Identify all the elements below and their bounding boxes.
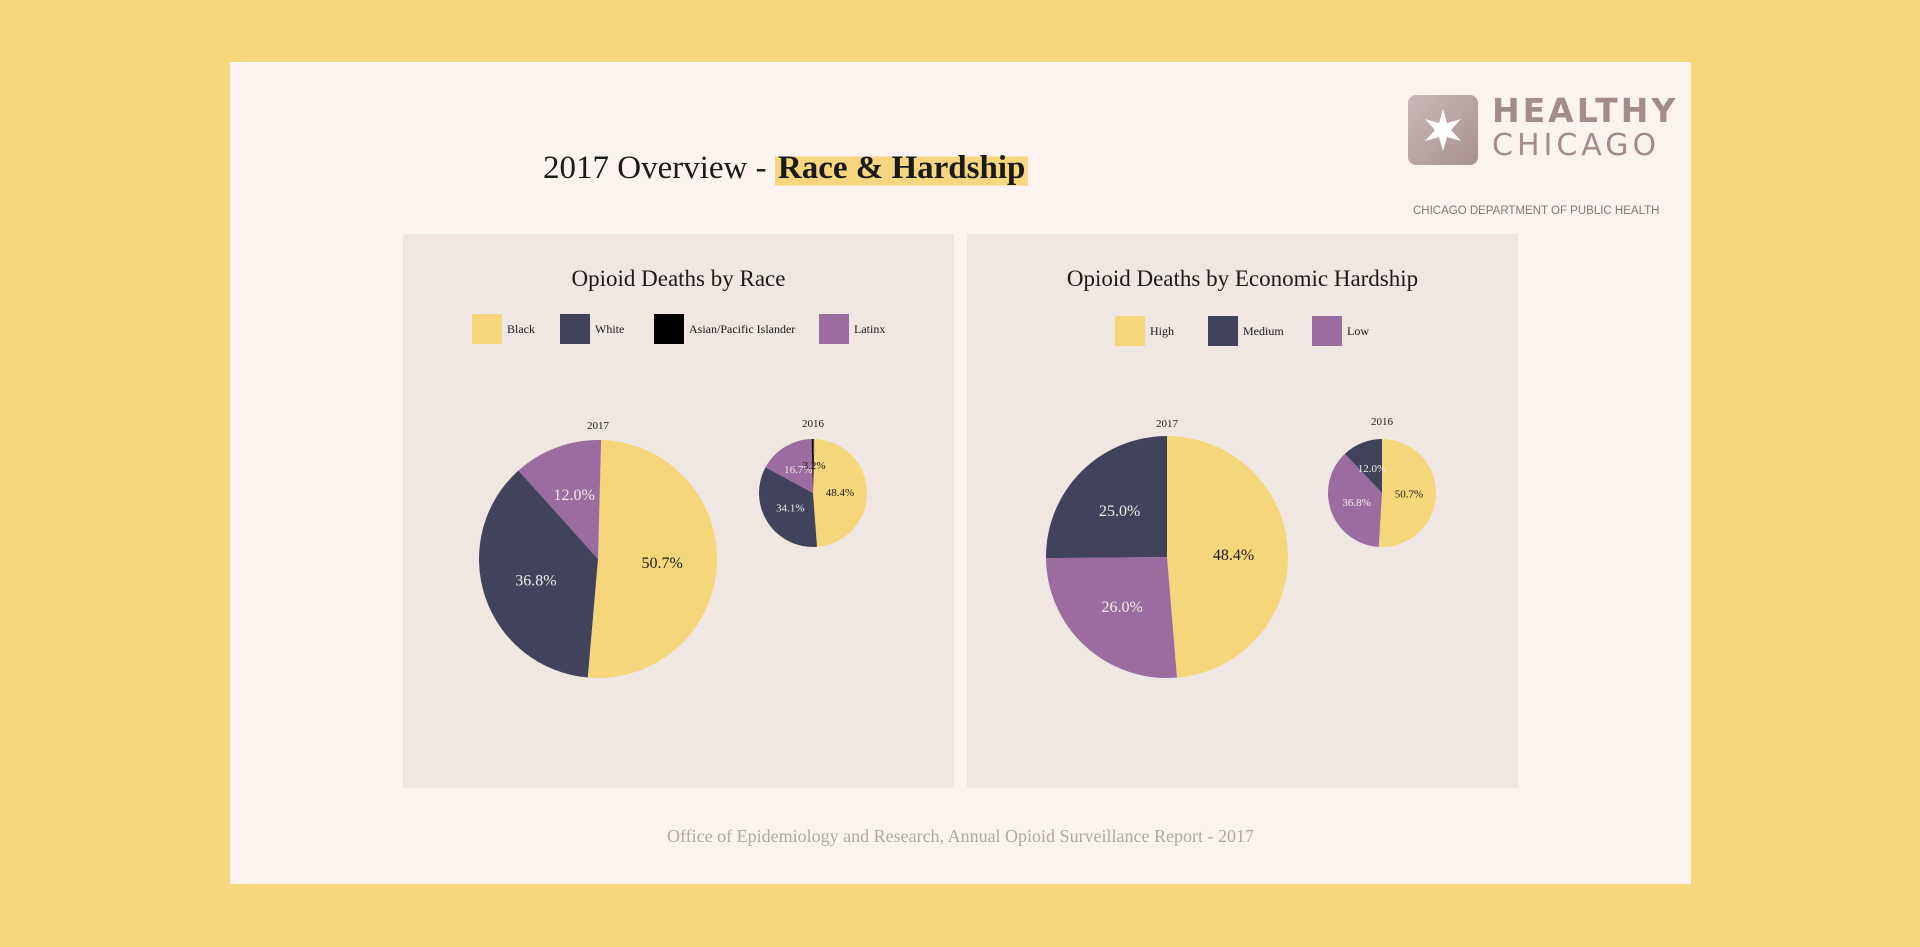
slide-title: 2017 Overview - Race & Hardship: [543, 150, 1029, 187]
pie-year-label: 2016: [1371, 416, 1394, 428]
legend-item-medium: Medium: [1208, 316, 1284, 346]
star-icon: [1425, 109, 1461, 151]
slice-label: 34.1%: [776, 503, 804, 515]
slice-medium: [1344, 439, 1382, 493]
slice-black: [813, 439, 867, 547]
slice-low: [1328, 453, 1382, 547]
slice-label: 36.8%: [515, 572, 556, 589]
slice-medium: [1046, 436, 1167, 559]
title-plain: 2017 Overview -: [543, 150, 767, 186]
legend-swatch: [819, 314, 849, 344]
slice-latinx: [518, 440, 602, 559]
legend-swatch: [560, 314, 590, 344]
pie-2016: 2016 48.4% 34.1% 16.7%3.2%: [759, 418, 867, 547]
legend-item-asian-pacific-islander: Asian/Pacific Islander: [654, 314, 795, 344]
logo-line-3: CHICAGO DEPARTMENT OF PUBLIC HEALTH: [1413, 205, 1660, 217]
legend-label: Medium: [1243, 324, 1284, 338]
footer-source: Office of Epidemiology and Research, Ann…: [666, 826, 1255, 846]
title-highlight: Race & Hardship: [774, 150, 1029, 186]
slide: 2017 Overview - Race & Hardship HEALTHY …: [230, 62, 1691, 884]
healthy-chicago-logo: HEALTHY CHICAGO CHICAGO DEPARTMENT OF PU…: [1408, 91, 1675, 217]
slice-label: 50.7%: [641, 555, 682, 572]
slice-white: [759, 467, 818, 547]
hardship-chart: Opioid Deaths by Economic Hardship High Me…: [1046, 266, 1436, 678]
slice-label: 3.2%: [803, 460, 826, 472]
slice-high: [1378, 439, 1436, 547]
legend-label: Asian/Pacific Islander: [689, 322, 795, 336]
legend-label: High: [1150, 324, 1174, 338]
slice-label: 48.4%: [826, 487, 854, 499]
slice-high: [1167, 436, 1289, 678]
logo-line-2: CHICAGO: [1492, 128, 1661, 163]
race-chart-panel: Opioid Deaths by Race Black White Asian/Pac…: [403, 234, 954, 788]
slice-label: 48.4%: [1213, 547, 1254, 564]
slice-label: 12.0%: [553, 487, 594, 504]
hardship-chart-panel: Opioid Deaths by Economic Hardship High Me…: [967, 234, 1518, 788]
legend-swatch: [1208, 316, 1238, 346]
pie-2016: 2016 50.7% 36.8% 12.0%: [1328, 416, 1436, 547]
slice-latinx: [765, 439, 813, 493]
slice-label: 12.0%: [1358, 463, 1386, 475]
slice-label: 16.7%: [784, 464, 812, 476]
logo-badge: [1408, 95, 1478, 165]
legend-swatch: [1312, 316, 1342, 346]
legend-swatch: [472, 314, 502, 344]
legend-item-black: Black: [472, 314, 535, 344]
legend-item-white: White: [560, 314, 624, 344]
slice-white: [478, 470, 598, 678]
slice-label: 36.8%: [1342, 497, 1370, 509]
legend-label: Low: [1347, 324, 1369, 338]
legend-label: White: [595, 322, 624, 336]
legend-item-latinx: Latinx: [819, 314, 885, 344]
slice-low: [1046, 557, 1177, 678]
legend-label: Latinx: [854, 322, 885, 336]
legend-label: Black: [507, 322, 535, 336]
pie-2017: 2017 50.7% 36.8% 12.0%: [478, 420, 717, 678]
legend-item-low: Low: [1312, 316, 1369, 346]
race-chart: Opioid Deaths by Race Black White Asian/Pac…: [472, 266, 885, 678]
slice-black: [587, 440, 717, 678]
slice-label: 50.7%: [1395, 489, 1423, 501]
pie-year-label: 2017: [587, 420, 610, 432]
slice-label: 26.0%: [1101, 599, 1142, 616]
legend-item-high: High: [1115, 316, 1174, 346]
chart-title: Opioid Deaths by Race: [572, 266, 786, 291]
slice-label: 25.0%: [1099, 503, 1140, 520]
pie-year-label: 2016: [802, 418, 825, 430]
legend-swatch: [654, 314, 684, 344]
logo-line-1: HEALTHY: [1492, 91, 1679, 130]
chart-title: Opioid Deaths by Economic Hardship: [1067, 266, 1418, 291]
pie-year-label: 2017: [1156, 418, 1179, 430]
pie-2017: 2017 48.4% 26.0% 25.0%: [1046, 418, 1289, 678]
legend-swatch: [1115, 316, 1145, 346]
